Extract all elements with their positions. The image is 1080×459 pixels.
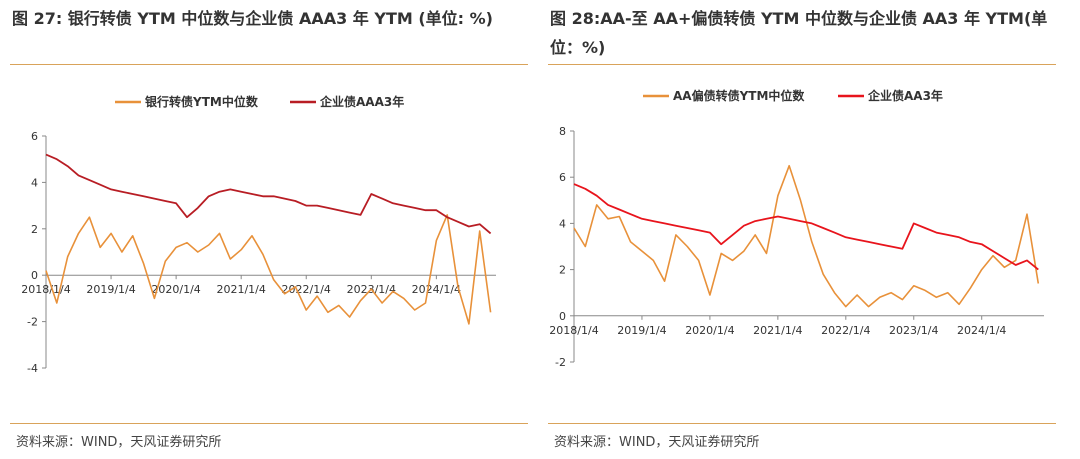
figure-27-top-rule [10,64,528,65]
y-tick-label: -2 [555,356,566,369]
x-tick-label: 2021/1/4 [753,324,802,337]
figure-28-top-rule [548,64,1056,65]
x-tick-label: 2023/1/4 [889,324,938,337]
figure-28-source: 资料来源：WIND，天风证券研究所 [554,435,760,450]
legend-entry-1: 银行转债YTM中位数 [115,94,259,109]
y-tick-label: 2 [31,223,38,236]
series-line-2 [573,183,1039,271]
legend-entry-2: 企业债AAA3年 [290,94,404,109]
legend-label: 企业债AAA3年 [319,94,404,109]
y-tick-label: -4 [27,362,38,375]
x-tick-label: 2021/1/4 [216,283,265,296]
figure-27-panel: 图 27: 银行转债 YTM 中位数与企业债 AAA3 年 YTM (单位: %… [10,0,528,459]
x-tick-label: 2024/1/4 [957,324,1006,337]
series-line-1 [45,214,492,325]
figure-28-title: 图 28:AA-至 AA+偏债转债 YTM 中位数与企业债 AA3 年 YTM(… [550,9,1048,57]
figure-28-panel: 图 28:AA-至 AA+偏债转债 YTM 中位数与企业债 AA3 年 YTM(… [548,0,1056,459]
legend-label: 企业债AA3年 [867,88,943,103]
legend-entry-1: AA偏债转债YTM中位数 [643,88,805,103]
series-line-1 [573,164,1040,308]
x-tick-label: 2020/1/4 [151,283,200,296]
figure-27-chart: 银行转债YTM中位数 企业债AAA3年 -4 -2 0 2 4 6 2018/1/4 2019/1… [21,94,496,375]
figure-27-bottom-rule [10,423,528,424]
x-tick-label: 2019/1/4 [86,283,135,296]
y-tick-label: 2 [559,264,566,277]
y-tick-label: -2 [27,316,38,329]
figure-27-title: 图 27: 银行转债 YTM 中位数与企业债 AAA3 年 YTM (单位: %… [12,9,493,28]
x-tick-label: 2024/1/4 [412,283,461,296]
x-tick-label: 2020/1/4 [685,324,734,337]
figure-28-chart: AA偏债转债YTM中位数 企业债AA3年 -2 0 2 4 6 8 2018/1/4 2019/1… [549,88,1044,369]
y-tick-label: 8 [559,125,566,138]
y-tick-label: 6 [31,130,38,143]
x-tick-label: 2022/1/4 [282,283,331,296]
y-tick-label: 0 [559,310,566,323]
x-tick-label: 2022/1/4 [821,324,870,337]
y-tick-label: 6 [559,171,566,184]
legend-label: AA偏债转债YTM中位数 [673,88,805,103]
figure-27-source: 资料来源：WIND，天风证券研究所 [16,435,222,450]
legend-entry-2: 企业债AA3年 [838,88,943,103]
series-line-2 [45,153,492,235]
y-tick-label: 0 [31,269,38,282]
x-tick-label: 2018/1/4 [549,324,598,337]
y-tick-label: 4 [559,217,566,230]
x-tick-label: 2018/1/4 [21,283,70,296]
figure-28-bottom-rule [548,423,1056,424]
y-tick-label: 4 [31,176,38,189]
x-tick-label: 2019/1/4 [617,324,666,337]
legend-label: 银行转债YTM中位数 [145,94,259,109]
